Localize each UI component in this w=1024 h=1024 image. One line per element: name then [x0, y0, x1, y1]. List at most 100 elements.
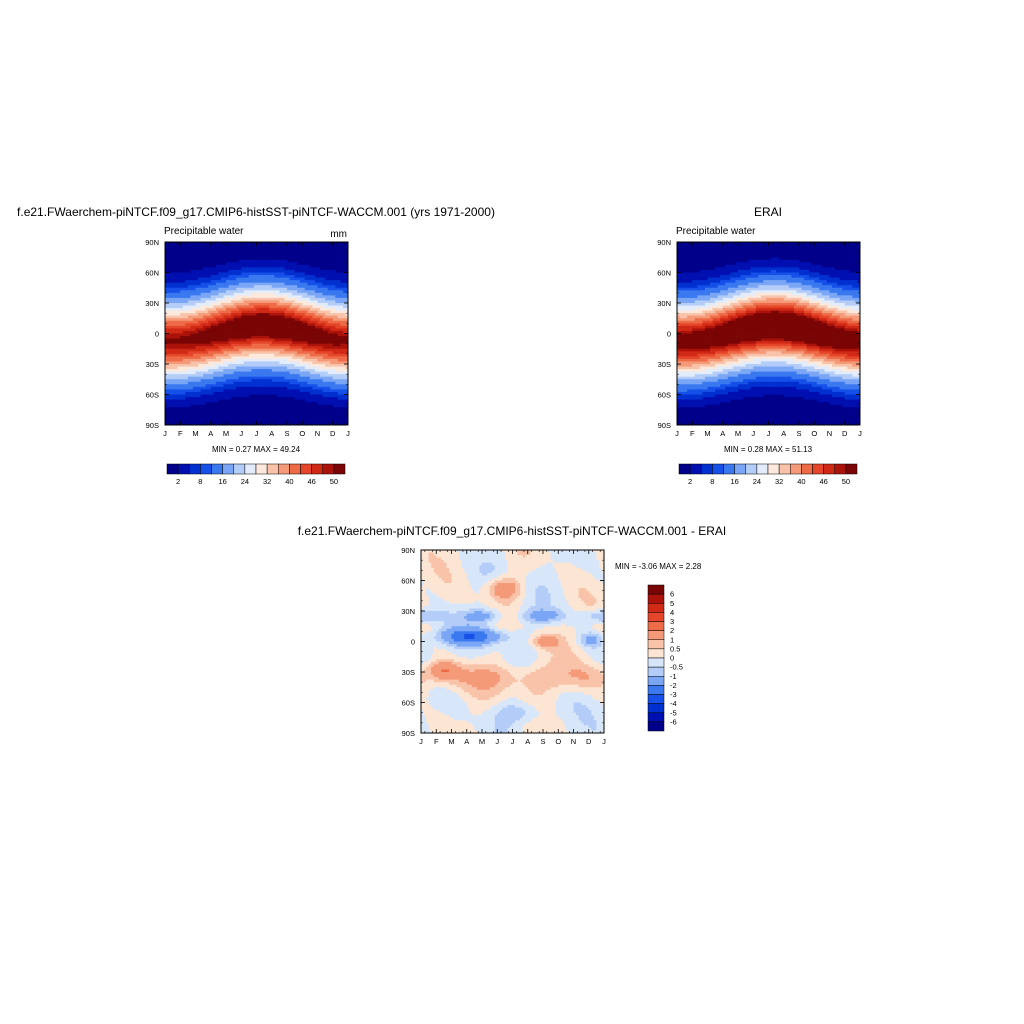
field-cell	[264, 275, 268, 278]
field-cell	[170, 414, 174, 418]
field-cell	[264, 252, 268, 256]
field-cell	[309, 264, 313, 268]
field-cell	[236, 282, 240, 286]
field-cell	[220, 277, 224, 281]
field-cell	[195, 341, 199, 345]
field-cell	[307, 295, 311, 299]
field-cell	[289, 303, 293, 306]
field-cell	[284, 358, 288, 362]
field-cell	[182, 269, 186, 273]
field-cell	[170, 353, 174, 357]
field-cell	[284, 242, 288, 245]
field-cell	[287, 381, 290, 385]
field-cell	[309, 399, 313, 403]
field-cell	[213, 394, 217, 398]
field-cell	[253, 351, 257, 355]
field-cell	[269, 389, 273, 393]
field-cell	[190, 269, 194, 273]
field-cell	[215, 254, 219, 258]
field-cell	[332, 381, 336, 385]
field-cell	[261, 333, 265, 337]
field-cell	[218, 409, 222, 413]
field-cell	[218, 366, 222, 370]
field-cell	[256, 323, 260, 327]
field-cell	[261, 328, 265, 332]
field-cell	[220, 409, 224, 413]
field-cell	[309, 259, 313, 263]
field-cell	[218, 381, 222, 385]
field-cell	[243, 407, 247, 411]
field-cell	[238, 366, 242, 370]
field-cell	[314, 376, 318, 380]
field-cell	[248, 386, 252, 390]
field-cell	[342, 384, 346, 388]
field-cell	[337, 282, 341, 286]
field-cell	[312, 282, 316, 286]
field-cell	[213, 358, 217, 362]
field-cell	[281, 280, 285, 284]
field-cell	[266, 364, 270, 367]
field-cell	[218, 407, 222, 411]
field-cell	[264, 262, 268, 266]
field-cell	[243, 361, 247, 365]
field-cell	[287, 330, 290, 334]
field-cell	[220, 257, 224, 261]
field-cell	[345, 369, 349, 373]
field-cell	[243, 308, 247, 312]
field-cell	[299, 287, 303, 291]
field-cell	[185, 361, 189, 365]
field-cell	[233, 295, 237, 299]
field-cell	[314, 287, 318, 291]
field-cell	[340, 310, 344, 314]
field-cell	[320, 348, 323, 352]
field-cell	[231, 366, 235, 370]
field-cell	[175, 369, 179, 373]
field-cell	[325, 249, 329, 253]
field-cell	[274, 361, 278, 365]
field-cell	[292, 374, 296, 378]
field-cell	[342, 287, 346, 291]
field-cell	[231, 282, 235, 286]
field-cell	[312, 297, 316, 301]
field-cell	[302, 269, 306, 273]
field-cell	[213, 348, 217, 352]
field-cell	[256, 310, 260, 314]
field-cell	[182, 386, 186, 390]
field-cell	[309, 353, 313, 357]
field-cell	[236, 313, 240, 317]
field-cell	[322, 402, 326, 406]
field-cell	[330, 259, 334, 263]
field-cell	[238, 318, 242, 322]
field-cell	[203, 336, 207, 339]
field-cell	[276, 346, 280, 350]
field-cell	[205, 358, 209, 362]
field-cell	[165, 308, 168, 312]
field-cell	[165, 315, 168, 319]
field-cell	[198, 389, 201, 393]
field-cell	[228, 417, 232, 421]
field-cell	[309, 356, 313, 360]
field-cell	[195, 384, 199, 388]
field-cell	[276, 318, 280, 322]
field-cell	[292, 399, 296, 403]
field-cell	[233, 346, 237, 350]
field-cell	[266, 391, 270, 395]
field-cell	[327, 402, 331, 406]
field-cell	[253, 264, 257, 268]
field-cell	[238, 379, 242, 383]
field-cell	[226, 264, 229, 268]
field-cell	[246, 384, 250, 388]
field-cell	[320, 366, 323, 370]
field-cell	[208, 374, 212, 378]
field-cell	[335, 397, 339, 400]
field-cell	[299, 292, 303, 296]
field-cell	[243, 376, 247, 380]
field-cell	[284, 371, 288, 375]
field-cell	[292, 315, 296, 319]
field-cell	[287, 361, 290, 365]
field-cell	[218, 282, 222, 286]
field-cell	[243, 300, 247, 304]
field-cell	[177, 315, 181, 319]
field-cell	[243, 351, 247, 355]
field-cell	[264, 267, 268, 271]
